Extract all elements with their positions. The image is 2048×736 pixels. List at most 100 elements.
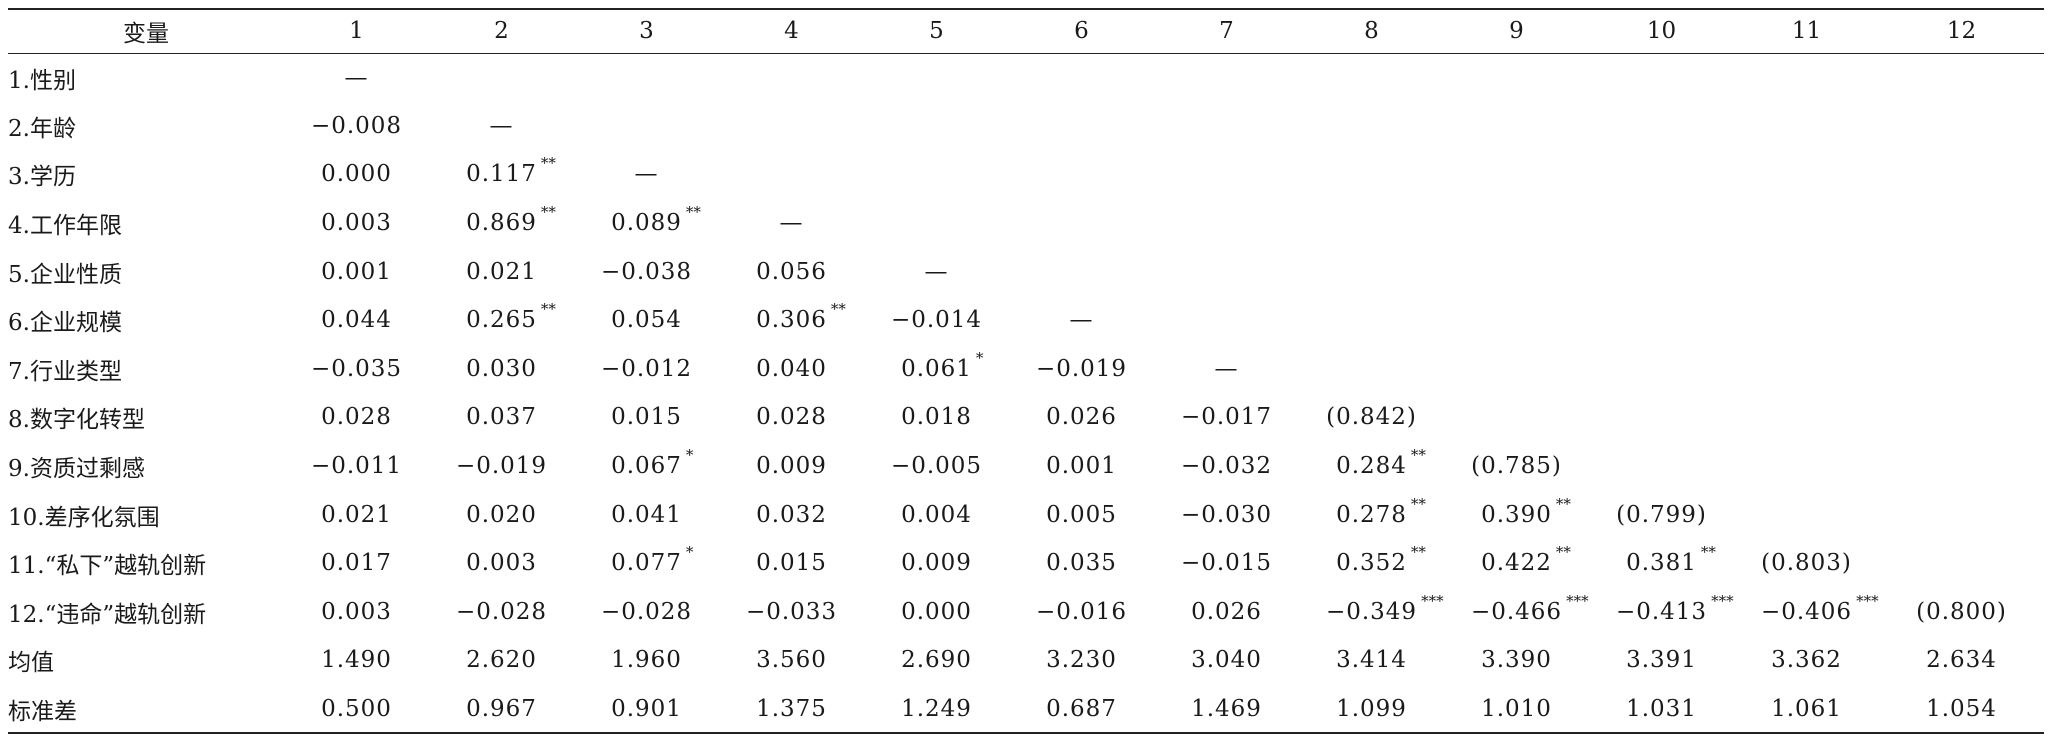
cell-value: (0.842) <box>1326 404 1417 430</box>
table-cell: −0.033 <box>719 588 864 637</box>
table-row: 11.“私下”越轨创新 0.017 0.003 0.077 * 0.015 0.009 0.0… <box>8 539 2044 588</box>
cell-value: 0.278 ** <box>1336 495 1426 528</box>
table-cell: 0.687 <box>1009 684 1154 735</box>
table-cell: (0.842) <box>1299 393 1444 442</box>
cell-number: 0.003 <box>321 598 392 625</box>
cell-value: −0.028 <box>601 599 692 625</box>
cell-value: 3.560 <box>756 647 827 673</box>
cell-number: −0.016 <box>1035 598 1128 625</box>
significance-marker: *** <box>1711 591 1734 610</box>
table-cell: −0.012 <box>574 345 719 394</box>
cell-number: −0.008 <box>310 112 403 139</box>
table-cell <box>1879 393 2044 442</box>
table-row: 2.年龄 −0.008 — <box>8 102 2044 151</box>
table-cell: 0.020 <box>429 490 574 539</box>
table-cell: — <box>1009 296 1154 345</box>
cell-value: −0.015 <box>1181 550 1272 576</box>
table-cell: 0.067 * <box>574 442 719 491</box>
cell-value: 0.017 <box>321 550 392 576</box>
cell-number: −0.349 <box>1325 598 1418 625</box>
row-label: 均值 <box>8 650 54 677</box>
cell-value: 0.422 ** <box>1481 543 1571 576</box>
cell-number: 2.634 <box>1926 647 1997 674</box>
header-col-3: 3 <box>574 8 719 54</box>
cell-value: 0.869 ** <box>466 203 556 236</box>
cell-number: 0.056 <box>756 258 827 285</box>
cell-value: — <box>635 161 659 187</box>
table-cell <box>1734 442 1879 491</box>
cell-value: (0.799) <box>1616 502 1707 528</box>
row-label: 5.企业性质 <box>8 261 122 288</box>
cell-value: −0.012 <box>601 356 692 382</box>
cell-value: 0.500 <box>321 696 392 722</box>
table-body: 1.性别 —2.年龄 −0.008—3.学历 0.000 0.117 ** —4.工作年限 0… <box>8 53 2044 735</box>
cell-number: 0.035 <box>1046 550 1117 577</box>
table-cell: 0.056 <box>719 247 864 296</box>
cell-number: 0.278 <box>1336 501 1407 528</box>
table-cell: — <box>429 102 574 151</box>
table-cell: (0.785) <box>1444 442 1589 491</box>
table-row: 9.资质过剩感 −0.011 −0.019 0.067 * 0.009 −0.005 0.00… <box>8 442 2044 491</box>
cell-number: — <box>924 258 949 285</box>
cell-number: (0.800) <box>1916 598 2007 625</box>
significance-marker: ** <box>685 203 701 222</box>
table-cell <box>864 53 1009 102</box>
table-cell: 0.032 <box>719 490 864 539</box>
row-label: 6.企业规模 <box>8 310 122 337</box>
cell-number: 0.040 <box>756 355 827 382</box>
table-cell: — <box>864 247 1009 296</box>
table-cell <box>1589 393 1734 442</box>
cell-number: 0.026 <box>1046 404 1117 431</box>
table-cell: 1.099 <box>1299 684 1444 735</box>
table-cell: 0.390 ** <box>1444 490 1589 539</box>
cell-value: 1.031 <box>1626 696 1697 722</box>
cell-number: 0.687 <box>1046 695 1117 722</box>
table-cell <box>1734 150 1879 199</box>
cell-value: 0.035 <box>1046 550 1117 576</box>
table-cell <box>1589 150 1734 199</box>
significance-marker: ** <box>1555 494 1571 513</box>
table-cell <box>1734 296 1879 345</box>
table-cell: 0.869 ** <box>429 199 574 248</box>
cell-value: 1.010 <box>1481 696 1552 722</box>
table-cell <box>1879 296 2044 345</box>
header-col-8: 8 <box>1299 8 1444 54</box>
cell-number: (0.803) <box>1761 550 1852 577</box>
cell-number: −0.028 <box>455 598 548 625</box>
cell-number: 0.041 <box>611 501 682 528</box>
table-cell: 0.000 <box>284 150 429 199</box>
cell-number: −0.019 <box>1035 355 1128 382</box>
cell-value: 0.032 <box>756 502 827 528</box>
row-label: 11.“私下”越轨创新 <box>8 553 207 580</box>
cell-value: 1.249 <box>901 696 972 722</box>
cell-value: 0.390 ** <box>1481 495 1571 528</box>
cell-value: 0.000 <box>901 599 972 625</box>
significance-marker: * <box>685 543 694 562</box>
table-cell <box>1444 53 1589 102</box>
table-cell <box>1154 102 1299 151</box>
table-cell <box>1444 247 1589 296</box>
table-cell: 2.690 <box>864 636 1009 685</box>
cell-number: 0.030 <box>466 355 537 382</box>
row-label: 3.学历 <box>8 164 76 191</box>
cell-number: (0.799) <box>1616 501 1707 528</box>
cell-number: 0.015 <box>611 404 682 431</box>
cell-number: 0.001 <box>321 258 392 285</box>
table-cell <box>864 102 1009 151</box>
table-cell <box>1009 150 1154 199</box>
cell-number: 1.061 <box>1771 695 1842 722</box>
cell-value: (0.803) <box>1761 550 1852 576</box>
cell-number: 2.690 <box>901 647 972 674</box>
table-cell <box>1444 102 1589 151</box>
table-cell: −0.035 <box>284 345 429 394</box>
table-cell: 0.284 ** <box>1299 442 1444 491</box>
table-cell: 0.021 <box>284 490 429 539</box>
table-cell <box>719 102 864 151</box>
cell-number: 0.018 <box>901 404 972 431</box>
cell-number: — <box>634 161 659 188</box>
cell-number: 0.077 <box>611 550 682 577</box>
table-cell: (0.803) <box>1734 539 1879 588</box>
cell-number: 3.414 <box>1336 647 1407 674</box>
table-cell <box>1009 199 1154 248</box>
cell-number: 0.009 <box>756 453 827 480</box>
